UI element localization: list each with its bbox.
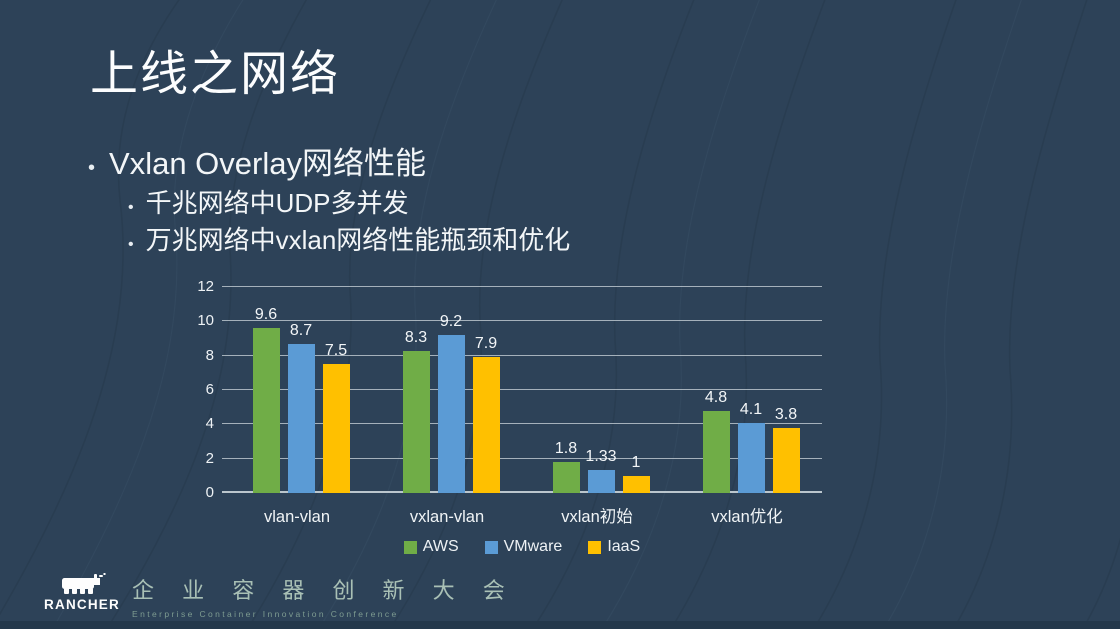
legend-item-aws: AWS xyxy=(403,538,459,556)
legend-swatch-aws xyxy=(403,540,417,554)
category-label-3: vxlan优化 xyxy=(711,508,783,526)
bar-vmware-vlan-vlan xyxy=(287,343,315,493)
bullet-level1-text: Vxlan Overlay网络性能 xyxy=(109,146,426,181)
y-axis-tick-label: 6 xyxy=(205,381,214,398)
data-label-iaas-vxlan-vlan: 7.9 xyxy=(474,335,498,353)
bar-aws-vxlan初始 xyxy=(552,462,580,493)
bullet-sub2-text: 万兆网络中vxlan网络性能瓶颈和优化 xyxy=(145,225,571,255)
legend-label-iaas: IaaS xyxy=(607,538,641,555)
y-axis-tick-label: 2 xyxy=(205,449,214,467)
data-label-vmware-vlan-vlan: 8.7 xyxy=(289,321,313,339)
data-label-aws-vlan-vlan: 9.6 xyxy=(254,306,278,324)
data-label-aws-vxlan-vlan: 8.3 xyxy=(404,328,428,346)
gridline-8 xyxy=(222,354,822,356)
bullet-sub1: • 千兆网络中UDP多并发 xyxy=(128,183,409,220)
bar-iaas-vxlan-vlan xyxy=(472,357,500,493)
y-axis-tick-label: 12 xyxy=(197,278,214,295)
conference-name-en: Enterprise Container Innovation Conferen… xyxy=(132,609,399,619)
data-label-vmware-vxlan-vlan: 9.2 xyxy=(439,313,463,331)
y-axis-tick-label: 0 xyxy=(205,484,214,501)
data-label-iaas-vxlan初始: 1 xyxy=(631,453,641,471)
slide-title: 上线之网络 xyxy=(90,48,341,101)
bullet-icon: • xyxy=(128,199,134,216)
legend-swatch-vmware xyxy=(484,540,498,554)
bar-aws-vxlan优化 xyxy=(702,410,730,493)
slide-bottom-edge xyxy=(0,621,1120,629)
bullet-level1: • Vxlan Overlay网络性能 xyxy=(88,138,426,183)
bar-vmware-vxlan优化 xyxy=(737,422,765,493)
data-label-aws-vxlan初始: 1.8 xyxy=(554,440,578,458)
rancher-logo-text: RANCHER xyxy=(44,597,120,612)
legend-label-aws: AWS xyxy=(422,538,459,555)
category-label-1: vxlan-vlan xyxy=(409,508,485,526)
bar-iaas-vxlan优化 xyxy=(772,427,800,493)
bar-chart-plot-area: 0 2 4 6 8 10 12 9.6 8.7 7.5 vlan-vlan 8.3 9.2 7.9 vxla… xyxy=(197,278,822,526)
y-axis-tick-label: 10 xyxy=(197,312,214,330)
y-axis-tick-label: 4 xyxy=(205,415,214,433)
conference-name-cn: 企 业 容 器 创 新 大 会 xyxy=(132,578,516,603)
data-label-aws-vxlan优化: 4.8 xyxy=(704,388,728,406)
gridline-12 xyxy=(222,286,822,287)
data-label-iaas-vxlan优化: 3.8 xyxy=(774,405,798,423)
legend-label-vmware: VMware xyxy=(503,538,563,555)
category-label-0: vlan-vlan xyxy=(263,508,331,526)
bar-vmware-vxlan-vlan xyxy=(437,335,465,493)
chart-legend: AWS VMware IaaS xyxy=(222,538,822,556)
rancher-logo: RANCHER xyxy=(36,572,128,612)
y-axis-tick-label: 8 xyxy=(205,346,214,364)
legend-swatch-iaas xyxy=(588,540,602,554)
gridline-4 xyxy=(222,423,822,425)
data-label-vmware-vxlan优化: 4.1 xyxy=(739,400,763,418)
data-label-iaas-vlan-vlan: 7.5 xyxy=(324,342,348,360)
bullet-sub2: • 万兆网络中vxlan网络性能瓶颈和优化 xyxy=(128,220,570,257)
legend-item-vmware: VMware xyxy=(484,538,563,556)
gridline-10 xyxy=(222,320,822,322)
bullet-icon: • xyxy=(88,157,96,179)
legend-item-iaas: IaaS xyxy=(588,538,640,556)
bar-aws-vlan-vlan xyxy=(252,328,280,493)
gridline-2 xyxy=(222,457,822,459)
bar-aws-vxlan-vlan xyxy=(402,350,430,493)
category-label-2: vxlan初始 xyxy=(561,508,633,526)
gridline-0 xyxy=(222,491,822,493)
bar-vmware-vxlan初始 xyxy=(587,470,615,493)
bar-iaas-vlan-vlan xyxy=(322,364,350,493)
conference-branding: 企 业 容 器 创 新 大 会 Enterprise Container Inn… xyxy=(132,573,516,619)
data-label-vmware-vxlan初始: 1.33 xyxy=(585,448,617,466)
bar-iaas-vxlan初始 xyxy=(622,475,650,493)
rancher-cow-icon xyxy=(62,573,106,594)
gridline-6 xyxy=(222,389,822,390)
bullet-icon: • xyxy=(128,236,134,253)
bullet-sub1-text: 千兆网络中UDP多并发 xyxy=(145,188,409,218)
